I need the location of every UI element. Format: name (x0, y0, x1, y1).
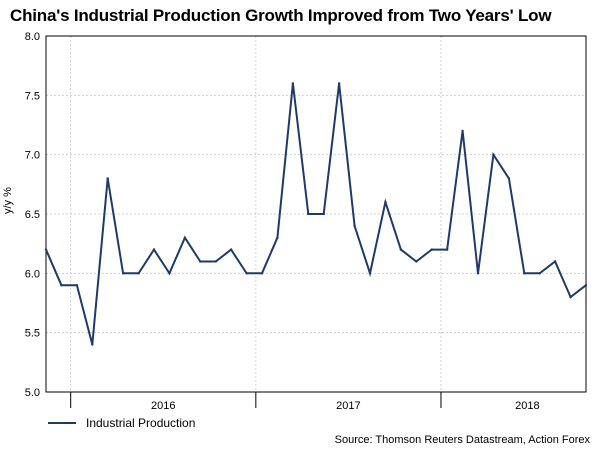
data-point (569, 295, 572, 299)
data-point (538, 272, 541, 275)
data-point (384, 200, 387, 204)
y-tick-label: 8.0 (25, 31, 40, 43)
data-point (368, 272, 372, 275)
data-point (353, 224, 356, 228)
plot-frame (45, 35, 587, 393)
data-point (199, 260, 202, 263)
data-point (584, 284, 588, 287)
data-point (106, 177, 109, 180)
data-point (399, 248, 403, 251)
x-tick-label: 2017 (336, 400, 360, 412)
data-point (461, 129, 464, 133)
data-point (245, 272, 248, 275)
data-point (91, 343, 94, 346)
series-line-industrial-production (45, 83, 587, 345)
data-point (229, 248, 233, 251)
data-point (307, 212, 310, 216)
y-tick-label: 6.0 (25, 268, 40, 280)
data-point (121, 272, 125, 275)
chart-title: China's Industrial Production Growth Imp… (10, 6, 552, 25)
y-axis-label: y/y % (2, 187, 14, 214)
y-axis-ticks: 5.0 5.5 6.0 6.5 7.0 7.5 8.0 (25, 31, 40, 399)
data-point (415, 260, 418, 263)
y-tick-label: 6.5 (25, 209, 40, 221)
y-tick-label: 7.5 (25, 90, 40, 102)
data-point (214, 260, 217, 263)
y-tick-label: 5.0 (25, 387, 40, 399)
y-tick-label: 5.5 (25, 328, 40, 340)
data-point (44, 248, 48, 251)
x-tick-label: 2018 (515, 400, 539, 412)
legend: Industrial Production (48, 416, 195, 430)
data-point (445, 248, 449, 251)
x-tick-label: 2016 (151, 400, 175, 412)
data-point (183, 236, 187, 239)
data-point (75, 284, 79, 287)
source-note: Source: Thomson Reuters Datastream, Acti… (334, 434, 590, 446)
series-group (44, 82, 588, 346)
legend-label: Industrial Production (86, 416, 196, 430)
data-point (276, 236, 279, 239)
x-axis-ticks: 2016 2017 2018 (70, 392, 540, 412)
legend-swatch (48, 422, 76, 424)
data-point (553, 260, 557, 263)
data-point (476, 272, 480, 275)
data-point (60, 284, 63, 287)
y-tick-label: 7.0 (25, 150, 40, 162)
data-point (168, 272, 171, 275)
data-point (523, 272, 526, 275)
data-point (430, 248, 433, 251)
data-point (337, 82, 341, 85)
data-point (260, 272, 264, 275)
data-point (291, 82, 295, 85)
data-point (322, 212, 325, 216)
data-point (152, 248, 156, 251)
data-point (137, 272, 140, 275)
data-point (507, 177, 511, 180)
data-point (492, 153, 495, 156)
